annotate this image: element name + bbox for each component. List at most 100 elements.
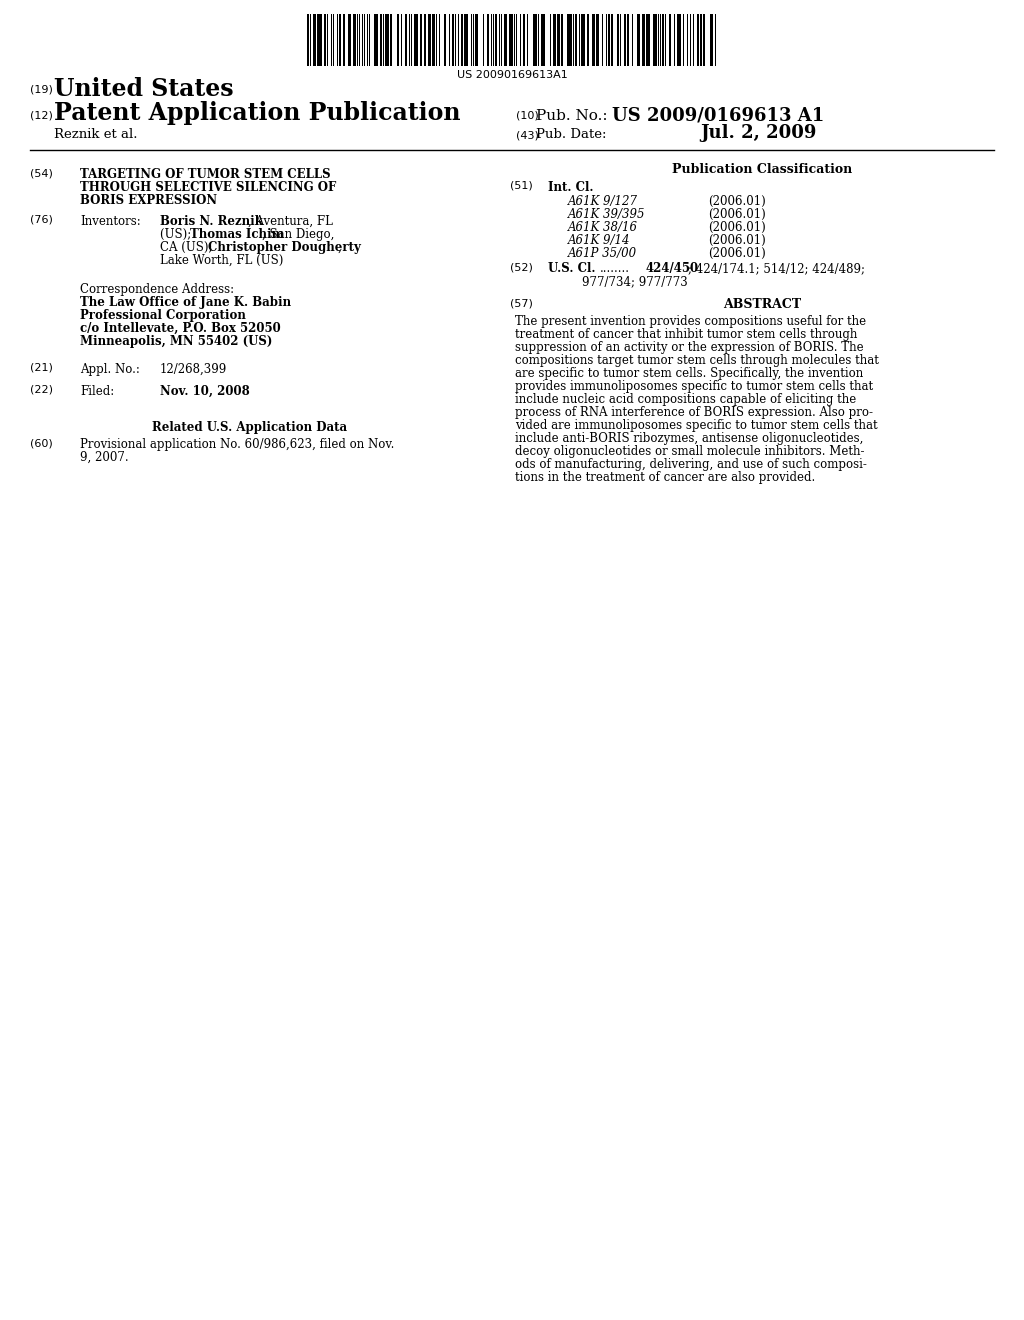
Text: A61K 39/395: A61K 39/395 [568, 209, 645, 220]
Text: vided are immunoliposomes specific to tumor stem cells that: vided are immunoliposomes specific to tu… [515, 418, 878, 432]
Bar [313, 15, 316, 66]
Bar [509, 15, 513, 66]
Text: Jul. 2, 2009: Jul. 2, 2009 [700, 124, 816, 143]
Text: include anti-BORIS ribozymes, antisense oligonucleotides,: include anti-BORIS ribozymes, antisense … [515, 432, 863, 445]
Text: US 2009/0169613 A1: US 2009/0169613 A1 [612, 106, 824, 124]
Bar [374, 15, 378, 66]
Bar [608, 15, 610, 66]
Text: Related U.S. Application Data: Related U.S. Application Data [153, 421, 347, 434]
Text: process of RNA interference of BORIS expression. Also pro-: process of RNA interference of BORIS exp… [515, 407, 873, 418]
Text: Lake Worth, FL (US): Lake Worth, FL (US) [160, 253, 284, 267]
Bar [385, 15, 389, 66]
Text: (12): (12) [30, 110, 53, 120]
Text: TARGETING OF TUMOR STEM CELLS: TARGETING OF TUMOR STEM CELLS [80, 168, 331, 181]
Text: (2006.01): (2006.01) [708, 247, 766, 260]
Text: 12/268,399: 12/268,399 [160, 363, 227, 376]
Text: CA (US);: CA (US); [160, 242, 216, 253]
Bar [700, 15, 702, 66]
Text: Boris N. Reznik: Boris N. Reznik [160, 215, 263, 228]
Bar [697, 15, 699, 66]
Bar [406, 15, 407, 66]
Bar [339, 15, 341, 66]
Text: provides immunoliposomes specific to tumor stem cells that: provides immunoliposomes specific to tum… [515, 380, 873, 393]
Bar [627, 15, 629, 66]
Text: Nov. 10, 2008: Nov. 10, 2008 [160, 385, 250, 399]
Bar [581, 15, 585, 66]
Text: Correspondence Address:: Correspondence Address: [80, 282, 234, 296]
Text: Provisional application No. 60/986,623, filed on Nov.: Provisional application No. 60/986,623, … [80, 438, 394, 451]
Text: ,: , [338, 242, 342, 253]
Text: (10): (10) [516, 110, 539, 120]
Bar [592, 15, 595, 66]
Text: suppression of an activity or the expression of BORIS. The: suppression of an activity or the expres… [515, 341, 863, 354]
Text: (51): (51) [510, 181, 532, 191]
Bar [307, 15, 309, 66]
Text: ; 424/174.1; 514/12; 424/489;: ; 424/174.1; 514/12; 424/489; [688, 261, 865, 275]
Text: Filed:: Filed: [80, 385, 115, 399]
Bar [353, 15, 356, 66]
Text: (US);: (US); [160, 228, 195, 242]
Text: ods of manufacturing, delivering, and use of such composi-: ods of manufacturing, delivering, and us… [515, 458, 867, 471]
Bar [617, 15, 618, 66]
Bar [523, 15, 525, 66]
Text: U.S. Cl.: U.S. Cl. [548, 261, 596, 275]
Bar [541, 15, 545, 66]
Text: 9, 2007.: 9, 2007. [80, 451, 129, 465]
Bar [557, 15, 560, 66]
Bar [653, 15, 657, 66]
Text: Publication Classification: Publication Classification [672, 162, 852, 176]
Bar [475, 15, 478, 66]
Text: Appl. No.:: Appl. No.: [80, 363, 140, 376]
Bar [575, 15, 577, 66]
Text: treatment of cancer that inhibit tumor stem cells through: treatment of cancer that inhibit tumor s… [515, 327, 857, 341]
Bar [646, 15, 650, 66]
Bar [710, 15, 713, 66]
Text: (2006.01): (2006.01) [708, 195, 766, 209]
Bar [424, 15, 426, 66]
Text: BORIS EXPRESSION: BORIS EXPRESSION [80, 194, 217, 207]
Bar [553, 15, 556, 66]
Bar [642, 15, 645, 66]
Text: 424/450: 424/450 [646, 261, 699, 275]
Bar [397, 15, 399, 66]
Bar [611, 15, 613, 66]
Text: (2006.01): (2006.01) [708, 220, 766, 234]
Text: compositions target tumor stem cells through molecules that: compositions target tumor stem cells thr… [515, 354, 879, 367]
Bar [317, 15, 322, 66]
Text: Pub. No.:: Pub. No.: [536, 110, 607, 123]
Bar [703, 15, 705, 66]
Bar [487, 15, 489, 66]
Text: A61K 9/127: A61K 9/127 [568, 195, 638, 209]
Text: A61K 38/16: A61K 38/16 [568, 220, 638, 234]
Text: THROUGH SELECTIVE SILENCING OF: THROUGH SELECTIVE SILENCING OF [80, 181, 336, 194]
Bar [380, 15, 382, 66]
Text: A61P 35/00: A61P 35/00 [568, 247, 637, 260]
Text: Minneapolis, MN 55402 (US): Minneapolis, MN 55402 (US) [80, 335, 272, 348]
Text: Thomas Ichim: Thomas Ichim [190, 228, 284, 242]
Bar [452, 15, 454, 66]
Bar [596, 15, 599, 66]
Text: (60): (60) [30, 438, 53, 447]
Text: c/o Intellevate, P.O. Box 52050: c/o Intellevate, P.O. Box 52050 [80, 322, 281, 335]
Bar [444, 15, 446, 66]
Text: (2006.01): (2006.01) [708, 209, 766, 220]
Text: ABSTRACT: ABSTRACT [723, 298, 801, 312]
Bar [428, 15, 431, 66]
Bar [637, 15, 640, 66]
Text: Patent Application Publication: Patent Application Publication [54, 102, 461, 125]
Bar [561, 15, 563, 66]
Text: include nucleic acid compositions capable of eliciting the: include nucleic acid compositions capabl… [515, 393, 856, 407]
Bar [343, 15, 345, 66]
Bar [432, 15, 435, 66]
Bar [669, 15, 671, 66]
Bar [587, 15, 589, 66]
Text: Christopher Dougherty: Christopher Dougherty [208, 242, 360, 253]
Text: ........: ........ [600, 261, 630, 275]
Text: (2006.01): (2006.01) [708, 234, 766, 247]
Text: (21): (21) [30, 363, 53, 374]
Text: , Aventura, FL: , Aventura, FL [248, 215, 333, 228]
Text: , San Diego,: , San Diego, [262, 228, 335, 242]
Text: Int. Cl.: Int. Cl. [548, 181, 594, 194]
Bar [504, 15, 507, 66]
Bar [677, 15, 681, 66]
